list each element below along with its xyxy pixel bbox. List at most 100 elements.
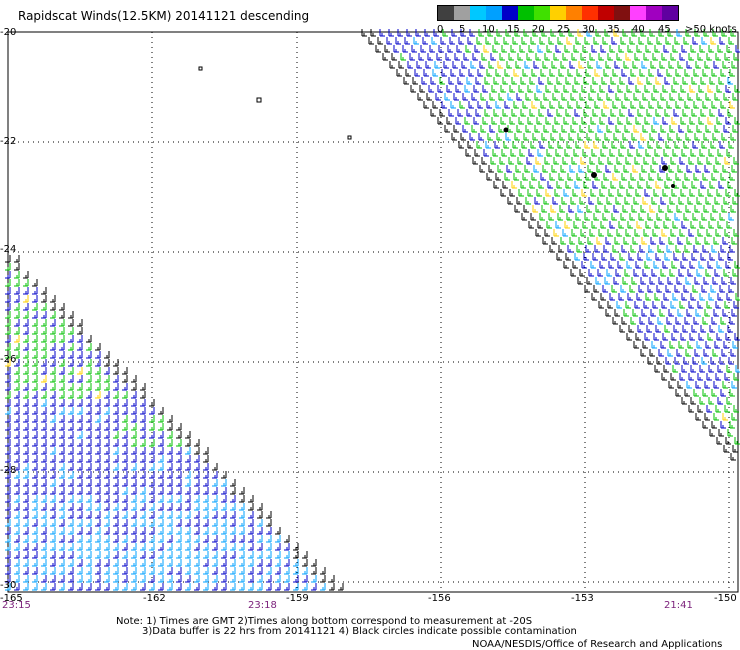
wind-barb: [472, 157, 478, 165]
wind-barb: [724, 229, 730, 237]
wind-barb: [603, 101, 609, 109]
wind-barb: [692, 285, 698, 293]
wind-barb: [176, 487, 182, 495]
wind-barb: [5, 431, 11, 439]
wind-barb: [14, 511, 20, 519]
wind-barb: [587, 61, 593, 69]
wind-barb: [50, 463, 56, 471]
wind-barb: [497, 165, 503, 173]
wind-barb: [212, 519, 218, 527]
wind-barb: [531, 101, 537, 109]
wind-barb: [320, 575, 326, 583]
wind-barb: [645, 221, 651, 229]
wind-barb: [570, 125, 576, 133]
wind-barb: [77, 471, 83, 479]
wind-barb: [680, 189, 686, 197]
wind-barb: [598, 301, 604, 309]
wind-barb: [248, 543, 254, 551]
wind-barb: [32, 535, 38, 543]
wind-barb: [302, 551, 308, 559]
wind-barb: [679, 301, 685, 309]
wind-barb: [131, 503, 137, 511]
wind-barb: [491, 117, 497, 125]
wind-barb: [610, 109, 616, 117]
wind-barb: [221, 471, 227, 479]
wind-barb: [176, 503, 182, 511]
wind-barb: [725, 117, 731, 125]
wind-barb: [675, 245, 681, 253]
wind-barb: [506, 165, 512, 173]
wind-barb: [606, 125, 612, 133]
wind-barb: [707, 261, 713, 269]
wind-barb: [511, 181, 517, 189]
wind-barb: [713, 165, 719, 173]
wind-barb: [503, 37, 509, 45]
wind-barb: [482, 85, 488, 93]
wind-barb: [651, 197, 657, 205]
wind-barb: [605, 237, 611, 245]
wind-barb: [719, 37, 725, 45]
wind-barb: [564, 45, 570, 53]
wind-barb: [599, 85, 605, 93]
wind-barb: [77, 583, 83, 591]
wind-barb: [619, 325, 625, 333]
wind-barb: [542, 165, 548, 173]
wind-barb: [41, 399, 47, 407]
wind-barb: [702, 421, 708, 429]
wind-barb: [32, 295, 38, 303]
wind-barb: [723, 197, 729, 205]
wind-barb: [149, 583, 155, 591]
wind-barb: [679, 373, 685, 381]
wind-barb: [671, 261, 677, 269]
wind-barb: [203, 503, 209, 511]
wind-barb: [41, 559, 47, 567]
wind-barb: [23, 471, 29, 479]
wind-barb: [221, 503, 227, 511]
wind-barb: [113, 495, 119, 503]
wind-barb: [32, 367, 38, 375]
wind-barb: [602, 213, 608, 221]
wind-barb: [694, 133, 700, 141]
wind-barb: [14, 343, 20, 351]
wind-barb: [50, 431, 56, 439]
wind-barb: [673, 77, 679, 85]
wind-barb: [552, 93, 558, 101]
wind-barb: [95, 503, 101, 511]
wind-barb: [545, 117, 551, 125]
wind-barb: [203, 575, 209, 583]
wind-barb: [482, 117, 488, 125]
wind-barb: [685, 349, 691, 357]
wind-barb: [257, 535, 263, 543]
wind-barb: [642, 197, 648, 205]
wind-barb: [556, 181, 562, 189]
wind-barb: [536, 189, 542, 197]
wind-barb: [140, 431, 146, 439]
wind-barb: [167, 431, 173, 439]
wind-barb: [702, 317, 708, 325]
wind-barb: [680, 117, 686, 125]
wind-barb: [693, 69, 699, 77]
wind-barb: [651, 341, 657, 349]
island: [198, 66, 203, 71]
wind-barb: [615, 125, 621, 133]
wind-barb: [176, 439, 182, 447]
wind-barb: [546, 221, 552, 229]
wind-barb: [710, 213, 716, 221]
wind-barb: [257, 559, 263, 567]
wind-barb: [389, 61, 395, 69]
wind-barb: [212, 543, 218, 551]
wind-barb: [140, 511, 146, 519]
wind-barb: [379, 29, 385, 37]
wind-barb: [538, 109, 544, 117]
island: [256, 97, 262, 103]
wind-barb: [637, 77, 643, 85]
wind-barb: [140, 543, 146, 551]
wind-barb: [104, 431, 110, 439]
wind-barb: [576, 101, 582, 109]
wind-barb: [59, 471, 65, 479]
wind-barb: [670, 301, 676, 309]
wind-barb: [393, 45, 399, 53]
wind-barb: [113, 383, 119, 391]
wind-barb: [302, 567, 308, 575]
wind-barb: [131, 463, 137, 471]
